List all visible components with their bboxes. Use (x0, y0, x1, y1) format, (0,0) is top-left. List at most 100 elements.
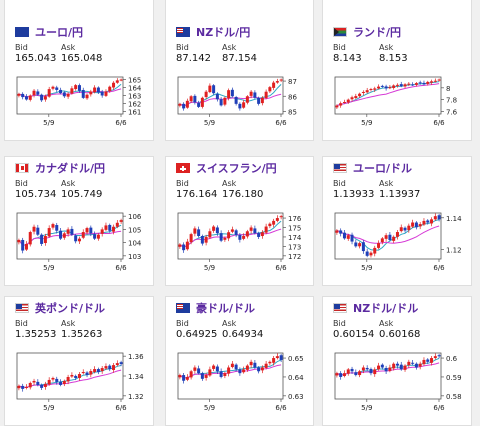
candle (51, 224, 55, 228)
candle (43, 383, 47, 387)
card-header[interactable]: ユーロ/ドル (333, 160, 412, 176)
candle (264, 363, 268, 368)
ch-flag-icon (176, 163, 190, 173)
rate-card[interactable]: ユーロ/円 Bid Ask 165.043 165.048 165 164 163 162 161… (4, 0, 154, 141)
card-header[interactable]: ランド/円 (333, 24, 401, 40)
candle (365, 90, 369, 93)
candle (437, 79, 441, 81)
candle (115, 80, 119, 83)
candle (59, 230, 63, 239)
rate-card[interactable]: ユーロ/ドル Bid Ask 1.13933 1.13937 1.14 1.12 5/9 6/6 (322, 156, 472, 286)
rate-card[interactable]: NZドル/ドル Bid Ask 0.60154 0.60168 0.6 0.59 0.58 5/… (322, 296, 472, 426)
currency-pair-link[interactable]: 英ポンド/ドル (35, 302, 106, 315)
candle (55, 87, 59, 90)
plot-frame (16, 352, 124, 400)
candle (234, 364, 238, 370)
candle (28, 95, 32, 100)
candlestick-chart[interactable]: 1.14 1.12 5/9 6/6 (331, 207, 467, 279)
card-header[interactable]: NZドル/ドル (333, 300, 418, 316)
y-tick-label: 0.65 (288, 355, 304, 363)
candle (253, 362, 257, 368)
candle (77, 374, 81, 378)
card-header[interactable]: ユーロ/円 (15, 24, 83, 40)
y-tick-label: 1.12 (446, 246, 462, 254)
candlestick-chart[interactable]: 1.36 1.34 1.32 5/9 6/6 (13, 347, 149, 419)
candlestick-chart[interactable]: 0.65 0.64 0.63 5/9 6/6 (174, 347, 309, 419)
rate-card[interactable]: ランド/円 Bid Ask 8.143 8.153 8 7.8 7.6 5/9 6/6 (322, 0, 472, 141)
candlestick-chart[interactable]: 87 86 85 5/9 6/6 (174, 71, 309, 134)
candle (268, 87, 272, 92)
candle (238, 235, 242, 240)
us-flag-icon (333, 163, 347, 173)
candle (249, 361, 253, 366)
candle (227, 90, 231, 99)
x-tick-label: 5/9 (43, 264, 54, 272)
candle (275, 356, 279, 359)
x-tick-label: 6/6 (275, 119, 287, 127)
currency-pair-link[interactable]: 豪ドル/ドル (196, 302, 256, 315)
candle (17, 93, 21, 96)
card-header[interactable]: 豪ドル/ドル (176, 300, 255, 316)
candle (392, 85, 396, 88)
ask-value: 1.13937 (379, 189, 421, 200)
ma-long-line (179, 228, 282, 248)
candle (350, 234, 354, 242)
rate-card[interactable]: 英ポンド/ドル Bid Ask 1.35253 1.35263 1.36 1.34 1.32 5… (4, 296, 154, 426)
candle (361, 242, 365, 252)
currency-pair-link[interactable]: ユーロ/ドル (353, 162, 413, 175)
candle (384, 367, 388, 372)
card-header[interactable]: スイスフラン/円 (176, 160, 277, 176)
candle (242, 369, 246, 373)
x-tick-label: 6/6 (115, 119, 127, 127)
currency-pair-link[interactable]: ユーロ/円 (35, 26, 84, 39)
currency-pair-link[interactable]: NZドル/円 (196, 26, 251, 39)
candle (260, 232, 264, 237)
currency-pair-link[interactable]: NZドル/ドル (353, 302, 419, 315)
candle (223, 373, 227, 377)
candle (200, 373, 204, 379)
candle (36, 381, 40, 385)
rate-card[interactable]: カナダドル/円 Bid Ask 105.734 105.749 106 105 104 103 5… (4, 156, 154, 286)
candlestick-chart[interactable]: 106 105 104 103 5/9 6/6 (13, 207, 149, 279)
candle (36, 227, 40, 235)
rate-card[interactable]: 豪ドル/ドル Bid Ask 0.64925 0.64934 0.65 0.64 0.63 5/… (165, 296, 314, 426)
bid-value: 0.64925 (176, 329, 218, 340)
candlestick-chart[interactable]: 8 7.8 7.6 5/9 6/6 (331, 71, 467, 134)
x-tick-label: 6/6 (433, 404, 445, 412)
candle (104, 225, 108, 230)
candle (89, 371, 93, 375)
currency-pair-link[interactable]: カナダドル/円 (35, 162, 106, 175)
currency-pair-link[interactable]: スイスフラン/円 (196, 162, 277, 175)
bid-value: 176.164 (176, 189, 218, 200)
card-header[interactable]: 英ポンド/ドル (15, 300, 105, 316)
y-tick-label: 0.64 (288, 374, 304, 382)
card-header[interactable]: NZドル/円 (176, 24, 250, 40)
y-tick-label: 0.63 (288, 393, 304, 401)
y-tick-label: 174 (288, 234, 302, 242)
candle (197, 103, 201, 107)
ask-label: Ask (379, 43, 394, 52)
candle (32, 226, 36, 232)
rate-card[interactable]: スイスフラン/円 Bid Ask 176.164 176.180 176 175 174 173… (165, 156, 314, 286)
candle (77, 238, 81, 242)
y-tick-label: 0.6 (446, 355, 458, 363)
candle (204, 375, 208, 378)
candle (81, 89, 85, 98)
rate-card[interactable]: NZドル/円 Bid Ask 87.142 87.154 87 86 85 5/9 6/6 (165, 0, 314, 141)
candle (81, 372, 85, 374)
candle (392, 236, 396, 241)
candle (350, 368, 354, 372)
candle (380, 238, 384, 243)
ma-long-line (18, 230, 122, 246)
candlestick-chart[interactable]: 0.6 0.59 0.58 5/9 6/6 (331, 347, 467, 419)
plot-frame (334, 352, 442, 400)
candle (185, 241, 189, 250)
candle (21, 385, 25, 389)
candle (418, 82, 422, 84)
candle (407, 83, 411, 85)
candle (108, 86, 112, 92)
currency-pair-link[interactable]: ランド/円 (353, 26, 402, 39)
card-header[interactable]: カナダドル/円 (15, 160, 105, 176)
